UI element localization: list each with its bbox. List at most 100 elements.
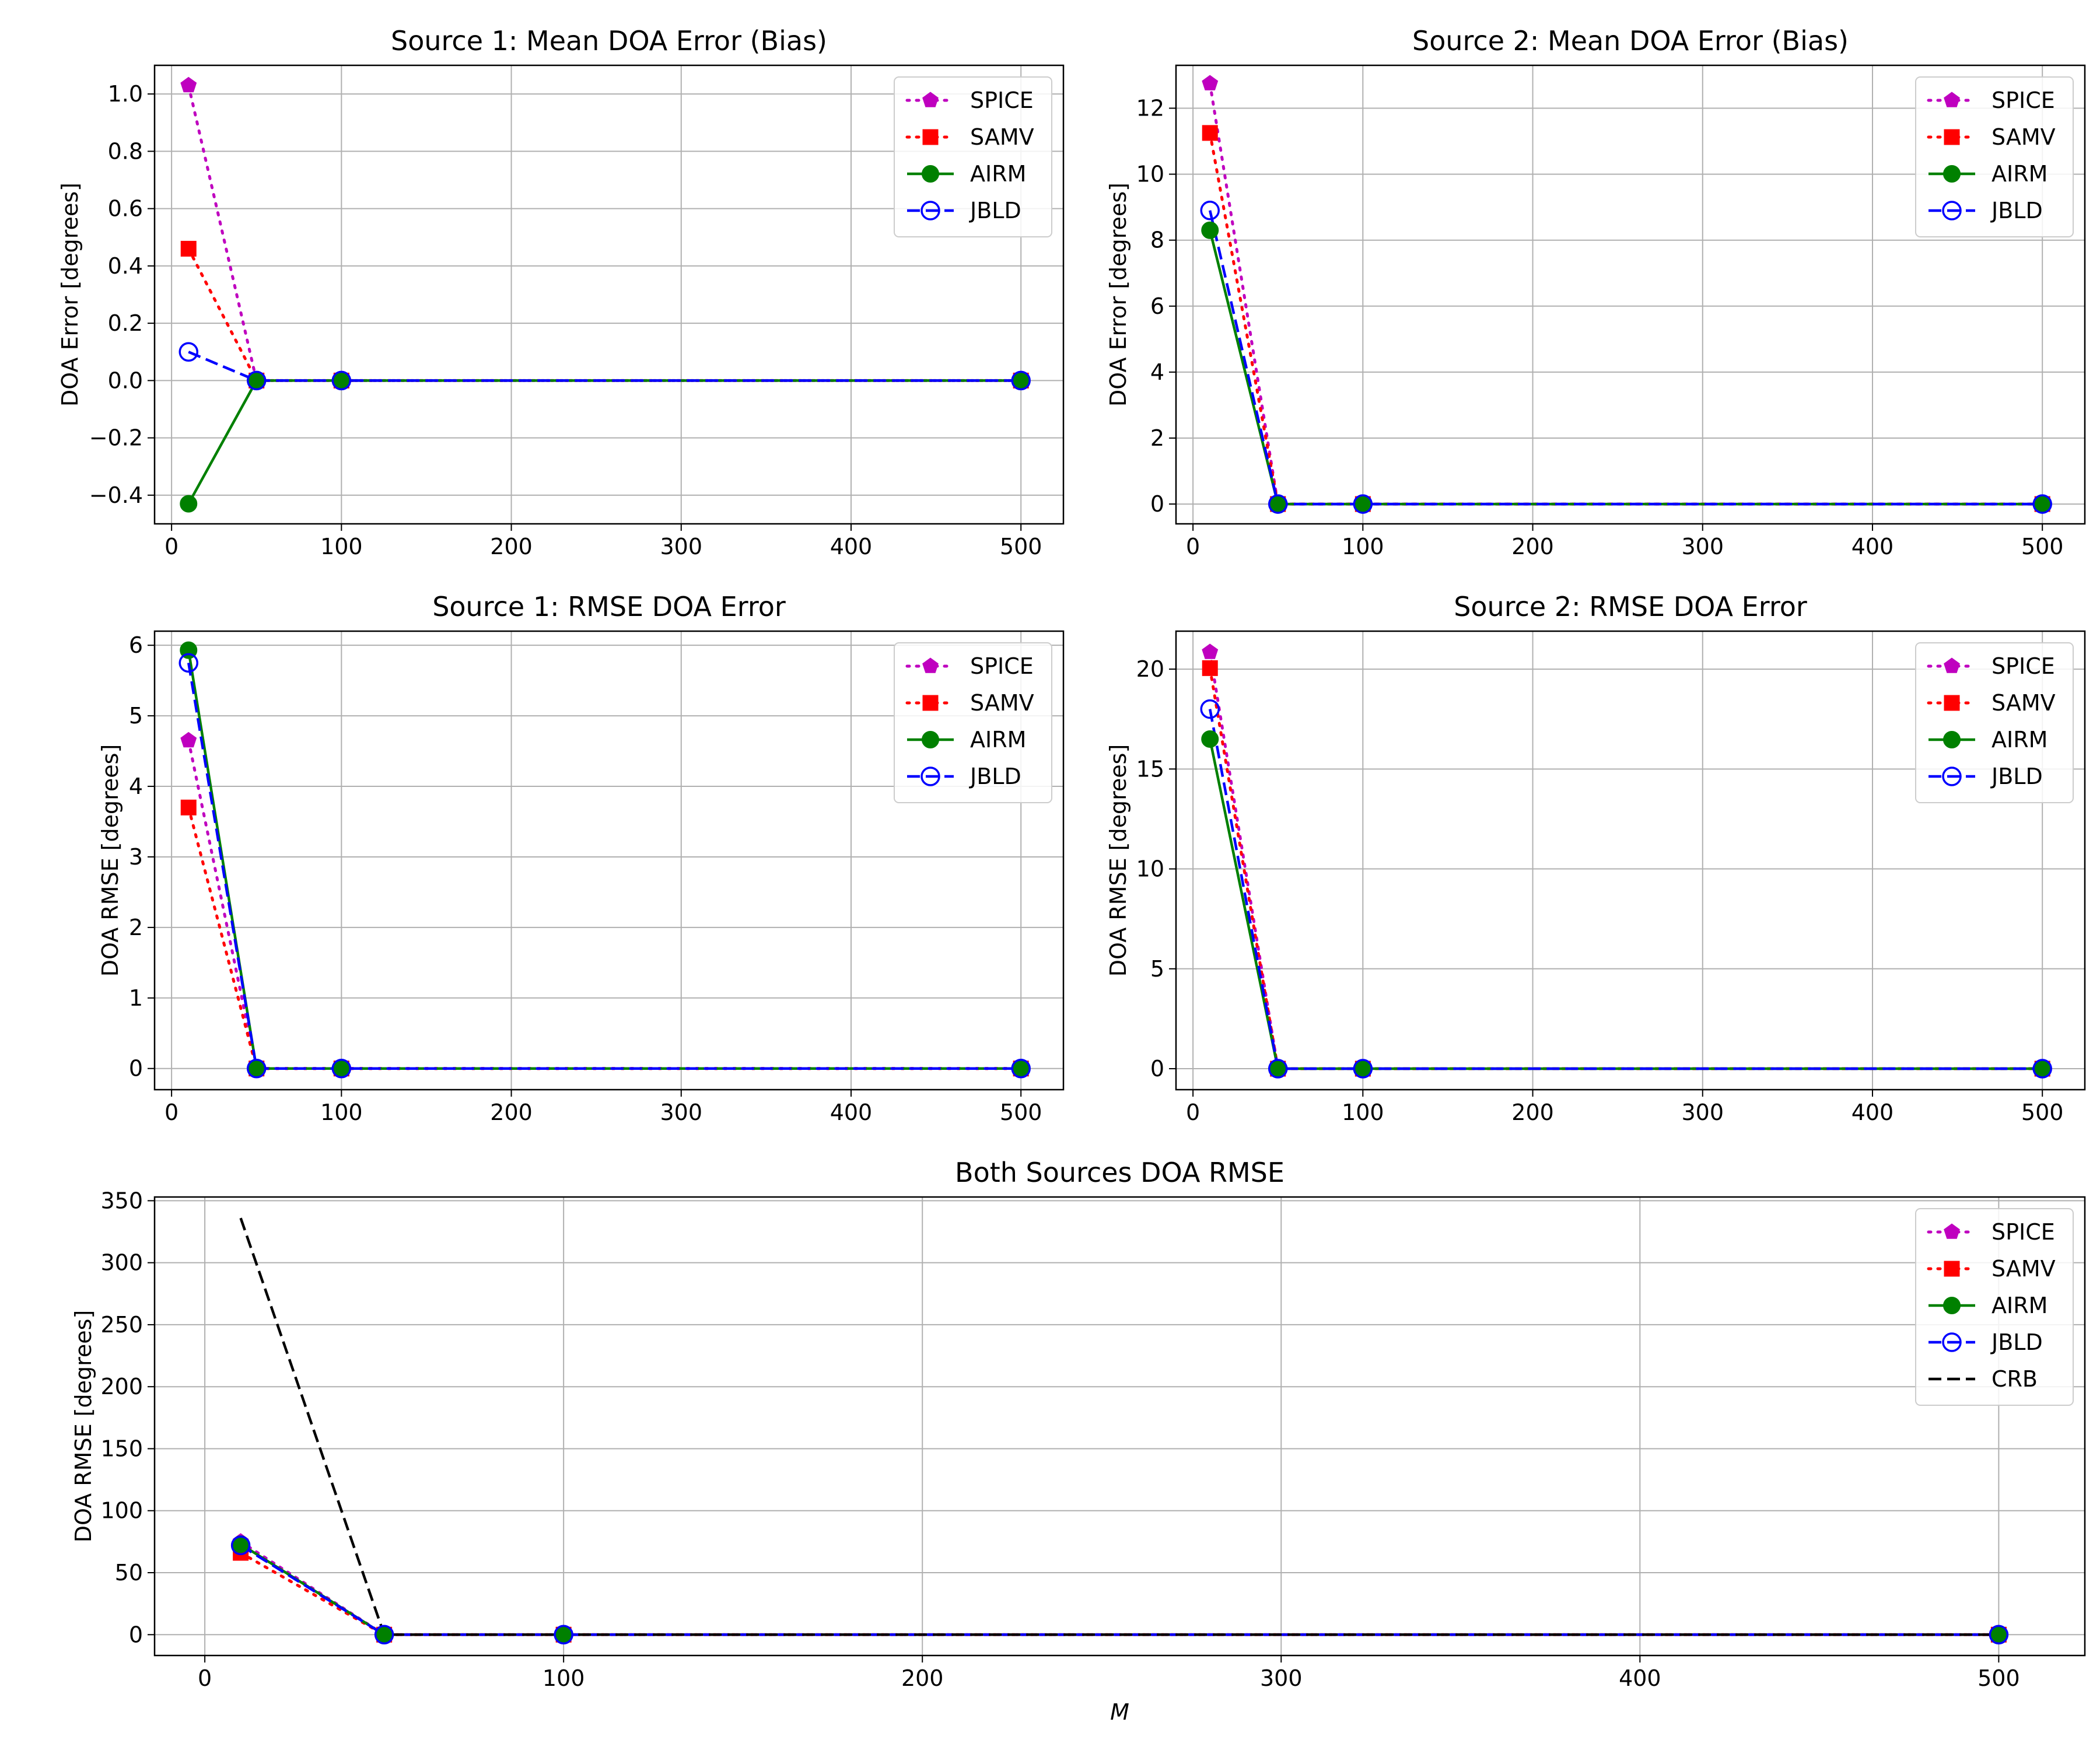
data-point-jbld [374,1625,394,1645]
data-point-jbld [1268,494,1288,514]
legend-label-samv: SAMV [970,690,1034,716]
data-point-jbld [230,1535,251,1556]
y-tick-label: 0.2 [108,310,143,336]
legend-box [1915,76,2074,237]
axes-frame [153,1196,2086,1657]
y-tick-label: 300 [100,1250,143,1276]
x-tick-label: 100 [320,1100,363,1125]
y-tick-label: 5 [129,703,143,729]
x-tick-label: 200 [1511,534,1554,559]
legend-marker-spice [922,657,939,673]
chart-title: Source 1: RMSE DOA Error [432,591,786,622]
y-tick-label: 0 [129,1056,143,1082]
legend-marker-samv [922,129,939,145]
series-line-crb [239,1217,1999,1636]
chart-panel-1: 0 100 200 300 400 500 −0.4 −0.2 0.0 0.2 0.4 0.6 0.8 1… [57,25,1065,559]
data-point-jbld [1011,1058,1031,1079]
data-point-spice [1202,643,1219,659]
series-line-jbld [1208,709,2043,1070]
legend-marker-airm [922,165,939,183]
y-tick-label: 0.4 [108,253,143,279]
legend-marker-spice [1944,657,1960,673]
legend-label-jbld: JBLD [1990,1329,2043,1355]
legend-marker-jbld [1942,766,1962,786]
y-tick-label: 4 [1150,359,1164,385]
y-tick-label: 1.0 [108,81,143,107]
y-tick-label: 0.8 [108,138,143,164]
data-point-jbld [246,370,267,391]
y-tick-label: 1 [129,985,143,1011]
legend-label-spice: SPICE [1992,1219,2055,1245]
y-tick-label: 5 [1150,956,1164,982]
data-point-airm [1201,221,1219,239]
x-tick-label: 400 [830,1100,873,1125]
axes-frame [153,64,1065,525]
axes-frame [1175,64,2086,525]
chart-panel-5: 0 100 200 300 400 500 0 50 100 150 200 250 300 350 Bot… [71,1157,2086,1725]
x-tick-label: 500 [2021,534,2064,559]
data-point-jbld [1989,1625,2009,1645]
legend-marker-jbld [921,201,940,220]
x-tick-label: 100 [320,534,363,559]
x-tick-label: 0 [164,534,178,559]
x-tick-label: 200 [901,1665,944,1691]
data-point-jbld [2032,1059,2052,1079]
y-tick-label: 50 [115,1560,143,1586]
legend-marker-jbld [1942,201,1962,220]
legend-label-samv: SAMV [970,124,1034,150]
data-point-airm [180,495,198,513]
chart-panel-2: 0 100 200 300 400 500 0 2 4 6 8 10 12 Source 2: Mean … [1105,25,2086,559]
x-tick-label: 0 [1186,1100,1200,1125]
legend-marker-jbld [921,766,940,786]
legend-box [1915,642,2074,803]
legend-marker-airm [1943,731,1961,748]
legend-label-jbld: JBLD [969,198,1021,223]
data-point-jbld [1353,1059,1373,1079]
y-tick-label: 2 [1150,425,1164,451]
x-tick-label: 400 [1619,1665,1661,1691]
series-line-jbld [187,663,1021,1070]
data-point-jbld [1353,494,1373,514]
data-point-samv [1202,125,1218,141]
x-axis-label: M [1110,1699,1129,1725]
x-tick-label: 100 [542,1665,585,1691]
legend-box [1915,1208,2074,1406]
y-axis-label: DOA Error [degrees] [57,183,83,407]
legend-marker-samv [1944,129,1960,145]
legend-marker-airm [1943,165,1961,183]
y-axis-label: DOA RMSE [degrees] [1105,744,1131,977]
legend: SPICE SAMV AIRM JBLD [894,642,1052,803]
chart-panel-4: 0 100 200 300 400 500 0 5 10 15 20 Source 2: RMSE D… [1105,591,2086,1125]
x-tick-label: 200 [1511,1100,1554,1125]
legend-label-airm: AIRM [1992,161,2048,187]
legend-label-samv: SAMV [1992,124,2056,150]
data-point-samv [180,799,197,816]
y-tick-label: 150 [100,1436,143,1461]
legend-label-samv: SAMV [1992,1256,2056,1282]
legend-label-spice: SPICE [970,653,1034,679]
legend-label-crb: CRB [1992,1366,2038,1392]
data-point-jbld [178,342,198,362]
legend-label-airm: AIRM [1992,1293,2048,1318]
x-tick-label: 300 [660,1100,703,1125]
legend-label-spice: SPICE [1992,88,2055,113]
y-tick-label: −0.2 [89,425,143,451]
y-tick-label: 10 [1136,162,1164,187]
x-tick-label: 500 [2021,1100,2064,1125]
data-point-airm [1201,730,1219,748]
chart-panel-3: 0 100 200 300 400 500 0 1 2 3 4 5 6 Source 1: RMSE DO… [97,591,1065,1125]
y-axis-label: DOA Error [degrees] [1105,183,1131,407]
x-tick-label: 300 [1682,534,1724,559]
y-tick-label: 0.0 [108,368,143,393]
data-point-jbld [1011,370,1031,391]
y-tick-label: 350 [100,1188,143,1213]
legend-label-jbld: JBLD [1990,198,2043,223]
data-point-jbld [178,653,198,673]
legend-marker-samv [1944,1261,1960,1277]
y-tick-label: 6 [129,632,143,658]
legend: SPICE SAMV AIRM JBLD CRB [1915,1208,2074,1406]
legend-label-jbld: JBLD [1990,764,2043,789]
x-tick-label: 0 [1186,534,1200,559]
